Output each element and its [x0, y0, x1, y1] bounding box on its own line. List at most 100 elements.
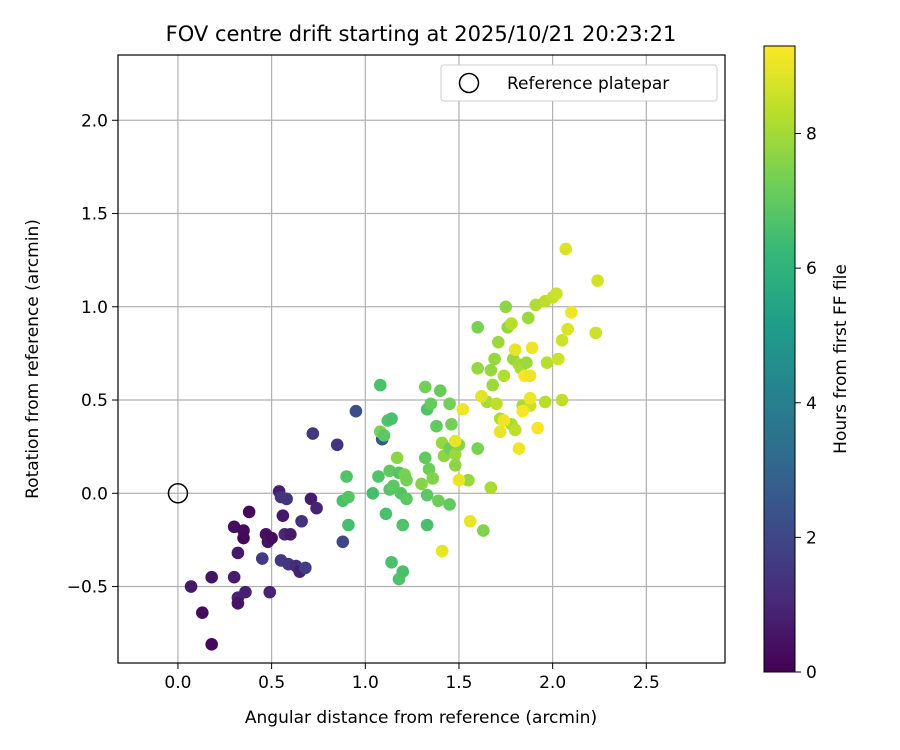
data-point: [255, 552, 269, 565]
data-point: [462, 473, 475, 487]
data-point: [486, 378, 499, 392]
data-point: [342, 490, 355, 504]
data-point: [591, 274, 604, 287]
data-point: [184, 580, 198, 593]
data-point: [420, 518, 434, 532]
data-point: [306, 427, 320, 440]
colorbar-ticks: 0 2 4 6 8: [795, 125, 817, 683]
data-point: [471, 442, 485, 455]
data-point: [424, 397, 438, 411]
x-tick-label: 2.0: [539, 673, 566, 693]
data-point: [521, 311, 535, 325]
data-point: [265, 531, 278, 545]
data-point: [205, 638, 218, 651]
colorbar: [763, 45, 796, 673]
data-point: [396, 565, 410, 578]
data-point: [284, 528, 297, 541]
data-point: [263, 585, 277, 599]
x-tick-label: 1.5: [445, 673, 472, 693]
legend-label: Reference platepar: [507, 74, 669, 94]
data-point: [430, 419, 443, 433]
x-tick-label: 0.0: [164, 673, 191, 693]
colorbar-tick-label: 4: [806, 394, 817, 414]
data-point: [505, 317, 518, 330]
data-point: [400, 473, 413, 487]
data-point: [445, 417, 458, 431]
data-point: [276, 509, 290, 522]
data-point: [415, 477, 428, 491]
data-point: [377, 429, 391, 442]
data-point: [390, 451, 404, 465]
colorbar-tick-label: 0: [806, 663, 817, 683]
data-point: [336, 535, 350, 549]
data-point: [310, 501, 323, 515]
data-point: [396, 518, 410, 532]
y-tick-label: 0.0: [81, 484, 108, 504]
y-axis-label: Rotation from reference (arcmin): [23, 219, 43, 499]
data-point: [342, 518, 355, 532]
data-point: [385, 555, 398, 569]
data-point: [295, 514, 308, 528]
data-point: [239, 585, 252, 599]
data-point: [561, 322, 574, 336]
data-point: [493, 425, 507, 439]
data-point: [379, 507, 393, 521]
plot-frame: [117, 54, 726, 664]
data-point: [490, 397, 503, 411]
data-point: [523, 391, 537, 405]
chart-title: FOV centre drift starting at 2025/10/21 …: [166, 22, 677, 46]
data-point: [475, 390, 488, 403]
legend-marker-icon: [458, 72, 480, 94]
data-point: [497, 414, 511, 427]
y-tick-label: 2.0: [81, 111, 108, 131]
data-point: [400, 492, 413, 506]
data-point: [385, 412, 398, 425]
data-point: [492, 335, 505, 349]
data-point: [538, 395, 552, 409]
data-point: [452, 473, 466, 487]
data-point: [299, 561, 312, 575]
x-axis-label: Angular distance from reference (arcmin): [245, 708, 597, 728]
data-point: [205, 570, 218, 584]
reference-platepar-point: [167, 483, 189, 504]
data-point: [484, 363, 498, 377]
data-point: [231, 546, 245, 560]
x-tick-label: 2.5: [633, 673, 660, 693]
data-point: [304, 492, 318, 506]
data-point: [373, 378, 387, 392]
y-tick-label: 1.5: [81, 205, 108, 225]
data-point: [551, 352, 565, 366]
data-point: [555, 393, 569, 407]
y-tick-label: 1.0: [81, 298, 108, 318]
data-point: [565, 306, 578, 319]
y-tick-label: 0.5: [81, 391, 108, 411]
data-point: [448, 459, 462, 472]
data-point: [456, 403, 470, 416]
x-tick-label: 1.0: [352, 673, 379, 693]
data-point: [512, 442, 526, 455]
data-point: [435, 544, 449, 558]
data-point: [471, 320, 485, 334]
data-point: [418, 451, 432, 465]
data-point: [443, 498, 456, 511]
data-point: [383, 464, 396, 478]
data-point: [589, 326, 603, 340]
data-point: [443, 397, 456, 411]
data-point: [550, 287, 563, 301]
data-point: [499, 300, 513, 314]
data-point: [227, 570, 241, 584]
data-points: [184, 242, 604, 651]
data-point: [280, 492, 293, 506]
data-point: [497, 369, 511, 383]
data-point: [448, 434, 462, 448]
colorbar-label: Hours from first FF file: [831, 264, 851, 454]
x-axis-ticks: 0.0 0.5 1.0 1.5 2.0 2.5: [164, 663, 660, 693]
data-point: [349, 404, 363, 418]
data-point: [372, 470, 385, 483]
colorbar-tick-label: 6: [806, 259, 817, 279]
data-point: [477, 524, 490, 537]
data-point: [426, 472, 440, 485]
data-point: [463, 514, 477, 528]
data-point: [433, 384, 447, 398]
